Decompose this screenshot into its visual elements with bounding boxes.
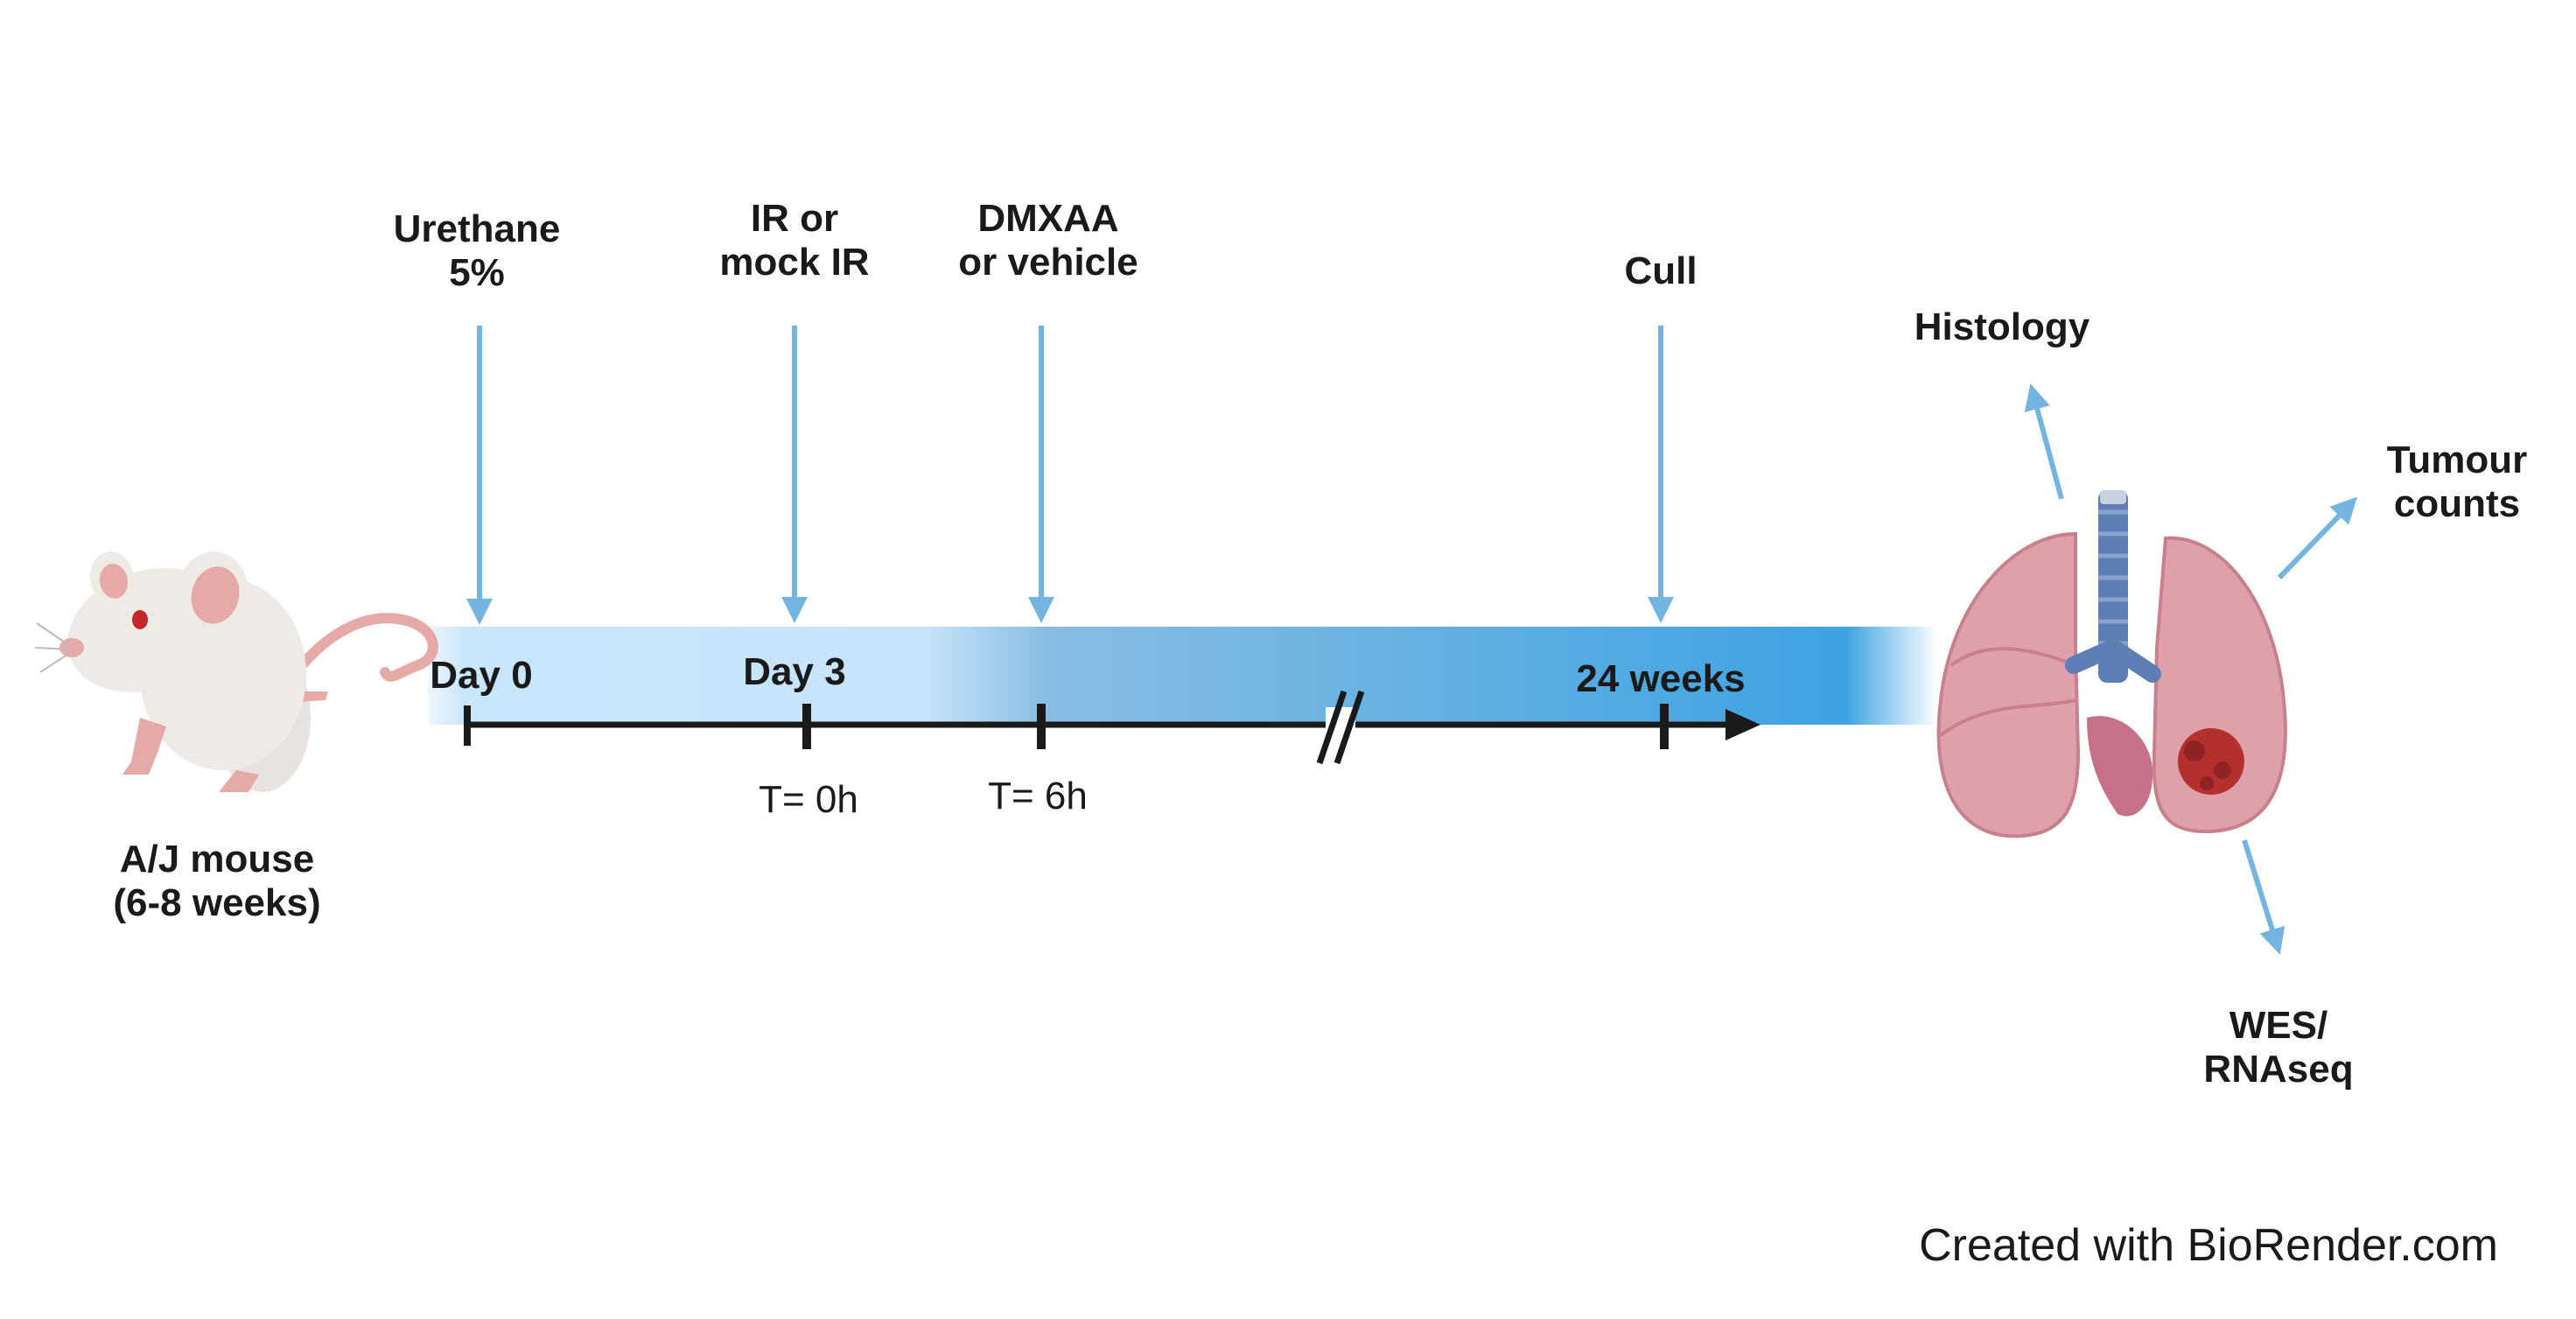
event-ir-line1: IR or (751, 197, 838, 240)
event-arrows (466, 326, 1674, 625)
output-histology: Histology (1914, 305, 2090, 348)
event-dmxaa-line1: DMXAA (977, 197, 1118, 240)
mouse-label-line1: A/J mouse (120, 838, 315, 881)
output-tumour-line2: counts (2394, 482, 2520, 525)
event-urethane-line2: 5% (449, 251, 505, 294)
axis-break-icon (1316, 690, 1365, 765)
day-label-0: Day 0 (430, 654, 532, 697)
output-wes-line1: WES/ (2230, 1004, 2328, 1047)
arrow-wes (2242, 839, 2286, 955)
mouse-icon (34, 551, 438, 792)
event-cull: Cull (1624, 249, 1697, 292)
output-arrows (2024, 383, 2358, 955)
day-label-3: Day 3 (743, 650, 845, 693)
credit-text: Created with BioRender.com (1919, 1220, 2498, 1271)
time-label-6h: T= 6h (988, 775, 1088, 817)
tumour-icon (2178, 728, 2244, 795)
arrow-tumour-counts (2277, 496, 2358, 580)
event-ir-line2: mock IR (719, 241, 869, 284)
arrow-histology (2024, 383, 2064, 500)
day-label-24-weeks: 24 weeks (1576, 657, 1745, 700)
mouse-label-line2: (6-8 weeks) (113, 881, 320, 924)
timeline-bar (411, 627, 1938, 725)
timeline-axis (464, 690, 1760, 765)
output-tumour-line1: Tumour (2387, 438, 2528, 481)
event-urethane-line1: Urethane (394, 207, 561, 250)
time-label-0h: T= 0h (759, 778, 858, 821)
event-dmxaa-line2: or vehicle (958, 241, 1138, 284)
output-wes-line2: RNAseq (2203, 1048, 2353, 1091)
lungs-icon (1936, 490, 2287, 838)
